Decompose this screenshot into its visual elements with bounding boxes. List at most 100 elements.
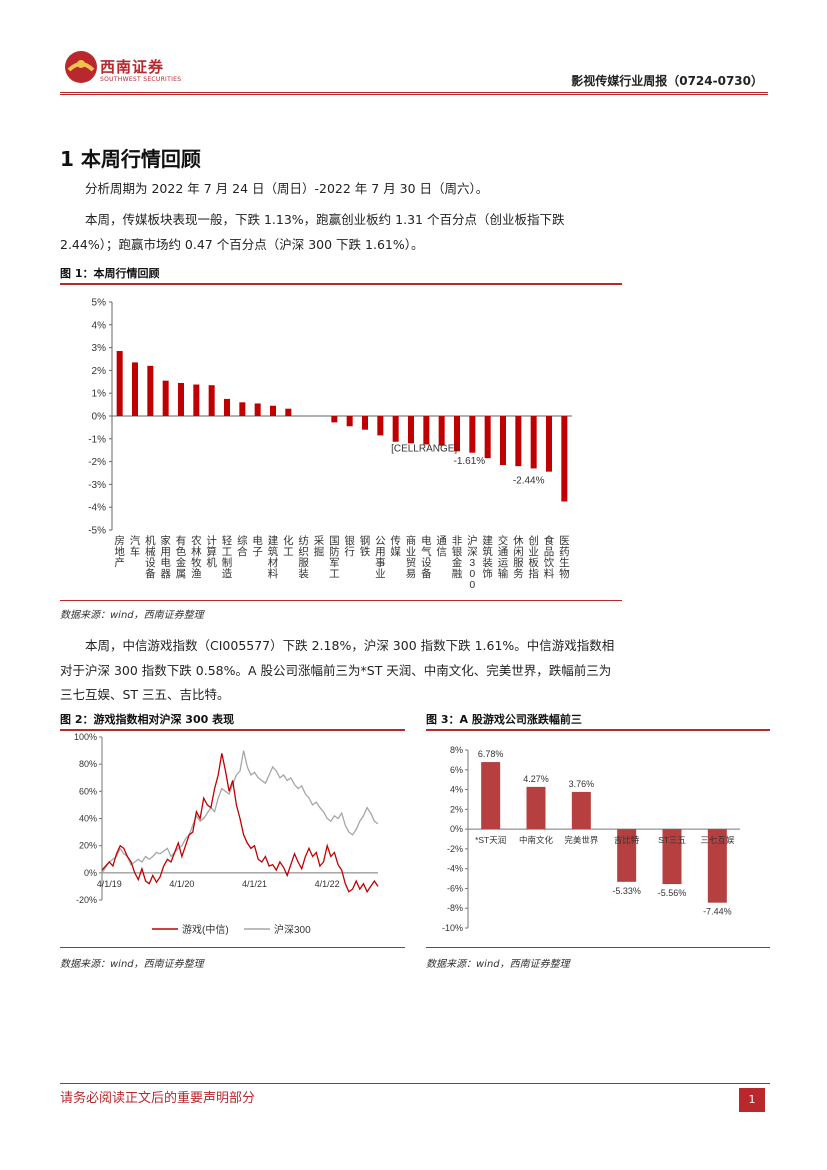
x-category-label: 钢铁 [360, 534, 371, 558]
x-category-label: 建筑材料 [268, 534, 279, 580]
y-tick-label: 0% [450, 824, 463, 834]
x-category-label: 机械设备 [145, 534, 156, 580]
y-tick-label: 5% [92, 298, 107, 309]
y-tick-label: 3% [92, 343, 107, 354]
y-tick-label: -1% [88, 434, 106, 445]
paragraph-game-index: 本周，中信游戏指数（CI005577）下跌 2.18%，沪深 300 指数下跌 … [60, 638, 615, 702]
bar [515, 416, 522, 467]
y-tick-label: 20% [79, 841, 97, 851]
x-category-label: 汽车 [130, 534, 141, 558]
bar [526, 786, 546, 830]
page-number: 1 [739, 1088, 765, 1112]
figure1-top-rule [60, 283, 622, 285]
annotation-cellrange: [CELLRANGE] [391, 443, 457, 454]
bar [116, 351, 123, 416]
x-category-label: 中南文化 [519, 835, 554, 845]
x-category-label: 完美世界 [564, 835, 599, 845]
bar [346, 416, 353, 427]
data-label: 6.78% [478, 749, 504, 759]
y-tick-label: -6% [447, 883, 463, 893]
x-tick-label: 4/1/22 [315, 879, 340, 889]
x-category-label: 房地产 [114, 534, 125, 569]
bar [571, 791, 591, 830]
paragraph-weekly-summary: 本周，传媒板块表现一般，下跌 1.13%，跑赢创业板约 1.31 个百分点（创业… [60, 212, 565, 252]
x-category-label: ST三五 [658, 835, 686, 845]
y-tick-label: 60% [79, 786, 97, 796]
logo-icon [65, 51, 97, 83]
y-tick-label: -8% [447, 903, 463, 913]
bar [377, 416, 384, 436]
x-category-label: 三七互娱 [700, 835, 735, 845]
x-category-label: 综合 [237, 534, 248, 558]
y-tick-label: -3% [88, 480, 106, 491]
bar [208, 385, 215, 416]
company-name-cn: 西南证券 [100, 58, 165, 76]
bar [362, 416, 368, 430]
y-tick-label: 2% [92, 366, 107, 377]
bar [617, 829, 637, 882]
x-category-label: 医药生物 [559, 535, 570, 580]
data-label: 3.76% [569, 779, 595, 789]
x-category-label: 沪深 3 0 0 [467, 534, 478, 591]
y-tick-label: -20% [76, 895, 97, 905]
x-category-label: 建筑装饰 [482, 534, 493, 580]
bar [546, 416, 552, 472]
figure3-bottom-rule [426, 947, 770, 948]
y-tick-label: 4% [92, 320, 107, 331]
bar [469, 416, 476, 453]
x-category-label: 交通运输 [498, 534, 509, 580]
figure3-bar-chart: 8% 6% 4% 2% 0% -2% -4% -6% -8% -10% 6.78% *ST天润 4.27… [442, 745, 740, 933]
x-category-label: 银行 [344, 534, 355, 558]
x-category-label: 轻工制造 [222, 534, 233, 580]
bar [561, 416, 568, 502]
y-tick-label: -2% [88, 457, 106, 468]
y-tick-label: -4% [88, 503, 106, 514]
data-label: -7.44% [703, 907, 732, 917]
bar [408, 416, 414, 444]
bar [224, 398, 230, 416]
header-rule [60, 92, 768, 93]
x-tick-label: 4/1/21 [242, 879, 267, 889]
y-tick-label: 2% [450, 804, 463, 814]
annotation-csi300: -1.61% [453, 456, 485, 467]
series-line-game [101, 753, 379, 894]
bar [500, 416, 506, 466]
figure1-source: 数据来源：wind，西南证券整理 [60, 610, 204, 621]
x-category-label: 创业板指 [528, 534, 539, 580]
footer-rule [60, 1083, 770, 1084]
bar [178, 382, 184, 416]
bar [438, 416, 445, 446]
bar [454, 416, 460, 452]
x-category-label: 国防军工 [329, 535, 340, 580]
bar [132, 362, 138, 416]
x-category-label: 吉比特 [614, 835, 640, 845]
y-tick-label: 8% [450, 745, 463, 755]
y-tick-label: 80% [79, 759, 97, 769]
bar [193, 384, 200, 416]
footer-disclaimer: 请务必阅读正文后的重要声明部分 [60, 1091, 256, 1106]
data-label: -5.56% [658, 888, 687, 898]
figure2-source: 数据来源：wind，西南证券整理 [60, 959, 204, 970]
data-label: -5.33% [612, 886, 641, 896]
series-line-csi300 [101, 750, 379, 874]
bar [331, 416, 338, 423]
annotation-chinext: -2.44% [513, 475, 545, 486]
x-tick-label: 4/1/19 [97, 879, 122, 889]
report-title: 影视传媒行业周报（0724-0730） [571, 74, 763, 88]
x-tick-label: 4/1/20 [169, 879, 194, 889]
bar [147, 365, 154, 416]
x-category-label: 食品饮料 [544, 534, 555, 580]
bar [162, 380, 169, 416]
y-tick-label: -4% [447, 864, 463, 874]
bar [481, 762, 501, 830]
x-category-label: 公用事业 [375, 535, 386, 580]
bar [254, 403, 261, 416]
bar [423, 416, 430, 445]
bar [530, 416, 537, 469]
y-tick-label: 40% [79, 814, 97, 824]
y-tick-label: 6% [450, 765, 463, 775]
figure1-bar-chart: 5% 4% 3% 2% 1% 0% -1% -2% -3% -4% -5% 房地产汽车机械设备家用电器… [88, 298, 572, 591]
x-category-label: 化工 [283, 534, 294, 558]
x-category-label: 休闲服务 [513, 535, 524, 580]
x-category-label: 电子 [252, 534, 263, 558]
